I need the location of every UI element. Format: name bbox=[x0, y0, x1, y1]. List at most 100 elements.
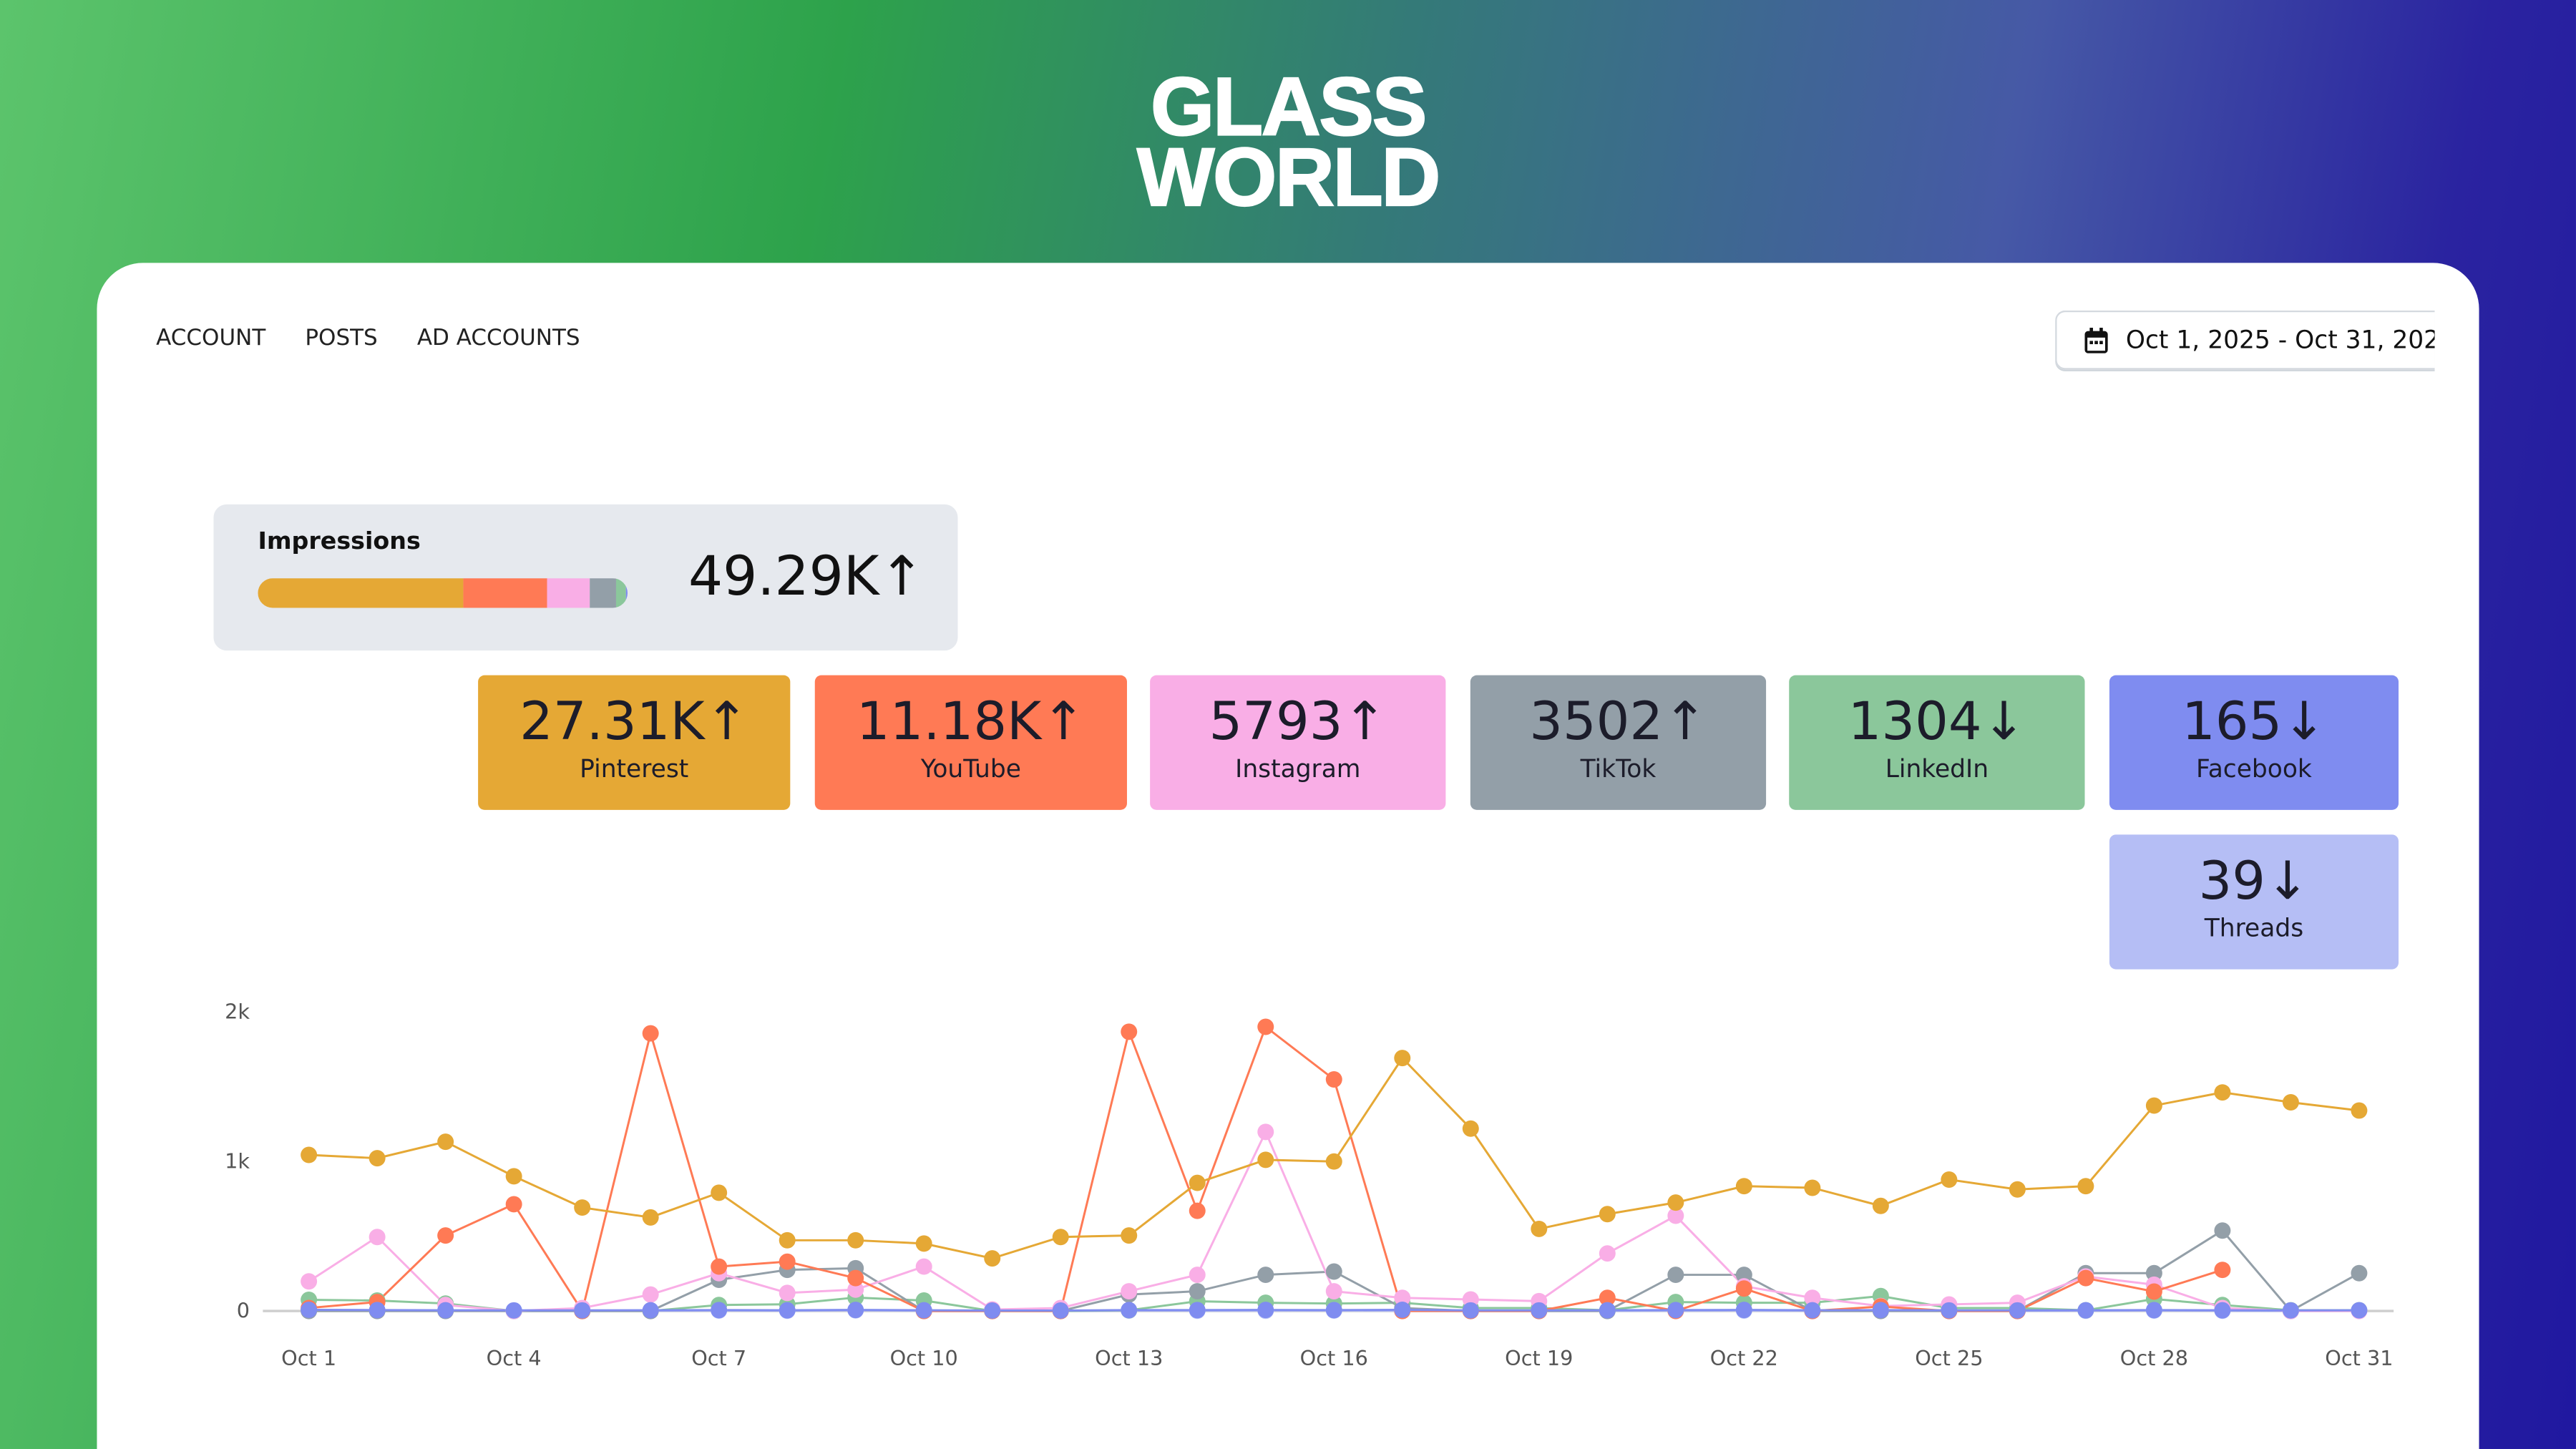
data-point-pinterest[interactable] bbox=[1941, 1171, 1958, 1188]
data-point-facebook[interactable] bbox=[505, 1302, 522, 1319]
data-point-facebook[interactable] bbox=[1735, 1302, 1752, 1319]
data-point-pinterest[interactable] bbox=[1394, 1050, 1411, 1067]
data-point-facebook[interactable] bbox=[915, 1302, 932, 1319]
data-point-facebook[interactable] bbox=[369, 1302, 386, 1319]
data-point-facebook[interactable] bbox=[2282, 1302, 2299, 1319]
data-point-facebook[interactable] bbox=[1052, 1302, 1069, 1319]
data-point-facebook[interactable] bbox=[1599, 1302, 1616, 1319]
platform-card-facebook[interactable]: 165↓ Facebook bbox=[2109, 675, 2399, 810]
data-point-youtube[interactable] bbox=[1189, 1202, 1206, 1219]
data-point-youtube[interactable] bbox=[642, 1025, 659, 1042]
data-point-facebook[interactable] bbox=[1804, 1302, 1821, 1319]
data-point-instagram[interactable] bbox=[1325, 1283, 1342, 1300]
data-point-youtube[interactable] bbox=[847, 1269, 864, 1287]
data-point-youtube[interactable] bbox=[1257, 1018, 1274, 1035]
data-point-instagram[interactable] bbox=[1599, 1245, 1616, 1262]
data-point-instagram[interactable] bbox=[1667, 1207, 1684, 1224]
data-point-instagram[interactable] bbox=[915, 1258, 932, 1275]
data-point-youtube[interactable] bbox=[711, 1258, 728, 1275]
platform-card-threads[interactable]: 39↓ Threads bbox=[2109, 834, 2399, 970]
data-point-facebook[interactable] bbox=[437, 1302, 454, 1319]
data-point-pinterest[interactable] bbox=[847, 1231, 864, 1249]
data-point-youtube[interactable] bbox=[437, 1227, 454, 1244]
data-point-pinterest[interactable] bbox=[1804, 1179, 1821, 1196]
data-point-pinterest[interactable] bbox=[915, 1235, 932, 1252]
data-point-pinterest[interactable] bbox=[2145, 1097, 2162, 1114]
data-point-pinterest[interactable] bbox=[1735, 1178, 1752, 1195]
data-point-youtube[interactable] bbox=[2145, 1283, 2162, 1300]
data-point-pinterest[interactable] bbox=[2077, 1178, 2094, 1195]
data-point-facebook[interactable] bbox=[1941, 1302, 1958, 1319]
data-point-facebook[interactable] bbox=[2214, 1302, 2231, 1319]
platform-card-instagram[interactable]: 5793↑ Instagram bbox=[1150, 675, 1446, 810]
data-point-pinterest[interactable] bbox=[1531, 1220, 1548, 1237]
data-point-instagram[interactable] bbox=[1257, 1123, 1274, 1141]
platform-card-linkedin[interactable]: 1304↓ LinkedIn bbox=[1789, 675, 2085, 810]
data-point-facebook[interactable] bbox=[779, 1302, 796, 1319]
data-point-facebook[interactable] bbox=[2009, 1302, 2026, 1319]
data-point-instagram[interactable] bbox=[301, 1273, 318, 1290]
data-point-youtube[interactable] bbox=[1325, 1071, 1342, 1088]
data-point-pinterest[interactable] bbox=[984, 1250, 1001, 1267]
data-point-facebook[interactable] bbox=[711, 1302, 728, 1319]
data-point-facebook[interactable] bbox=[574, 1302, 591, 1319]
data-point-instagram[interactable] bbox=[369, 1229, 386, 1246]
data-point-pinterest[interactable] bbox=[437, 1133, 454, 1151]
date-range-picker[interactable]: Oct 1, 2025 - Oct 31, 2025 bbox=[2055, 310, 2435, 370]
data-point-youtube[interactable] bbox=[2077, 1269, 2094, 1287]
data-point-instagram[interactable] bbox=[1121, 1283, 1138, 1300]
data-point-facebook[interactable] bbox=[301, 1301, 318, 1318]
data-point-pinterest[interactable] bbox=[1325, 1153, 1342, 1170]
data-point-facebook[interactable] bbox=[847, 1302, 864, 1319]
data-point-facebook[interactable] bbox=[1121, 1302, 1138, 1319]
data-point-facebook[interactable] bbox=[1394, 1301, 1411, 1318]
data-point-tiktok[interactable] bbox=[2351, 1264, 2368, 1282]
data-point-pinterest[interactable] bbox=[1599, 1206, 1616, 1223]
data-point-tiktok[interactable] bbox=[2145, 1264, 2162, 1282]
data-point-instagram[interactable] bbox=[642, 1286, 659, 1303]
data-point-youtube[interactable] bbox=[1735, 1280, 1752, 1297]
nav-posts[interactable]: POSTS bbox=[305, 325, 378, 352]
data-point-pinterest[interactable] bbox=[1052, 1229, 1069, 1246]
data-point-instagram[interactable] bbox=[1804, 1289, 1821, 1307]
data-point-tiktok[interactable] bbox=[1735, 1267, 1752, 1284]
data-point-facebook[interactable] bbox=[2077, 1302, 2094, 1319]
data-point-facebook[interactable] bbox=[2145, 1302, 2162, 1319]
data-point-tiktok[interactable] bbox=[1325, 1263, 1342, 1280]
data-point-tiktok[interactable] bbox=[1667, 1267, 1684, 1284]
data-point-tiktok[interactable] bbox=[1257, 1267, 1274, 1284]
data-point-pinterest[interactable] bbox=[2351, 1102, 2368, 1119]
data-point-tiktok[interactable] bbox=[1189, 1283, 1206, 1300]
data-point-facebook[interactable] bbox=[984, 1302, 1001, 1319]
data-point-pinterest[interactable] bbox=[642, 1209, 659, 1226]
data-point-pinterest[interactable] bbox=[574, 1199, 591, 1216]
data-point-facebook[interactable] bbox=[642, 1302, 659, 1319]
data-point-pinterest[interactable] bbox=[301, 1146, 318, 1163]
data-point-facebook[interactable] bbox=[2351, 1302, 2368, 1319]
data-point-pinterest[interactable] bbox=[711, 1184, 728, 1201]
data-point-youtube[interactable] bbox=[1599, 1289, 1616, 1307]
data-point-instagram[interactable] bbox=[1394, 1289, 1411, 1307]
nav-account[interactable]: ACCOUNT bbox=[156, 325, 266, 352]
data-point-pinterest[interactable] bbox=[779, 1231, 796, 1249]
data-point-pinterest[interactable] bbox=[1121, 1227, 1138, 1244]
data-point-facebook[interactable] bbox=[1325, 1302, 1342, 1319]
platform-card-tiktok[interactable]: 3502↑ TikTok bbox=[1470, 675, 1767, 810]
data-point-facebook[interactable] bbox=[1462, 1302, 1479, 1319]
data-point-pinterest[interactable] bbox=[1462, 1120, 1479, 1137]
data-point-pinterest[interactable] bbox=[1872, 1197, 1889, 1214]
platform-card-youtube[interactable]: 11.18K↑ YouTube bbox=[814, 675, 1127, 810]
data-point-pinterest[interactable] bbox=[1667, 1194, 1684, 1211]
data-point-instagram[interactable] bbox=[1189, 1267, 1206, 1284]
data-point-facebook[interactable] bbox=[1531, 1302, 1548, 1319]
data-point-facebook[interactable] bbox=[1667, 1302, 1684, 1319]
data-point-pinterest[interactable] bbox=[369, 1150, 386, 1167]
data-point-tiktok[interactable] bbox=[2214, 1222, 2231, 1239]
data-point-youtube[interactable] bbox=[1121, 1023, 1138, 1040]
data-point-youtube[interactable] bbox=[779, 1253, 796, 1270]
data-point-facebook[interactable] bbox=[1872, 1302, 1889, 1319]
data-point-youtube[interactable] bbox=[2214, 1262, 2231, 1279]
data-point-pinterest[interactable] bbox=[2009, 1181, 2026, 1198]
data-point-facebook[interactable] bbox=[1189, 1302, 1206, 1319]
data-point-pinterest[interactable] bbox=[1257, 1151, 1274, 1169]
